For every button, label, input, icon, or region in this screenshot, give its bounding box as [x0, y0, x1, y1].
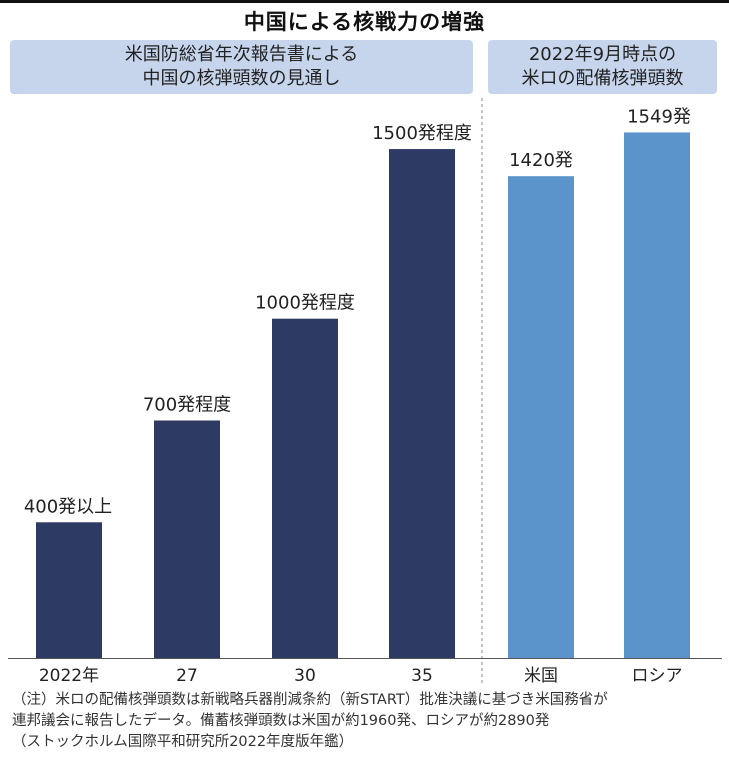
china-header-line1: 米国防総省年次報告書による — [124, 44, 359, 65]
bar-value-label: 400発以上 — [24, 496, 112, 517]
chart-title: 中国による核戦力の増強 — [243, 10, 486, 34]
bar-china-1 — [154, 420, 220, 658]
bar-value-label: 1549発 — [627, 106, 691, 127]
category-label: ロシア — [632, 666, 683, 686]
bar-china-2 — [272, 318, 338, 658]
category-label: 27 — [176, 666, 198, 686]
bar-value-label: 1500発程度 — [372, 123, 472, 144]
bar-usrussia-1 — [624, 132, 690, 658]
category-label: 30 — [294, 666, 316, 686]
bar-value-label: 700発程度 — [143, 394, 231, 415]
footnote-line-1: （注）米ロの配備核弾頭数は新戦略兵器削減条約（新START）批准決議に基づき米国… — [12, 692, 608, 708]
bar-usrussia-0 — [508, 176, 574, 658]
category-label: 米国 — [524, 666, 558, 686]
bar-china-3 — [389, 149, 455, 659]
china-projection-header: 米国防総省年次報告書による 中国の核弾頭数の見通し — [10, 40, 473, 94]
china-header-line2: 中国の核弾頭数の見通し — [142, 68, 341, 89]
category-label: 2022年 — [39, 666, 99, 686]
us-russia-header-line2: 米ロの配備核弾頭数 — [521, 68, 684, 89]
bar-value-label: 1420発 — [509, 150, 573, 171]
top-rule — [0, 0, 729, 3]
us-russia-header-line1: 2022年9月時点の — [528, 44, 677, 65]
bar-chart: 400発以上 2022年 700発程度 27 1000発程度 30 1500発程度 35 142… — [8, 98, 722, 686]
footnote-line-2: 連邦議会に報告したデータ。備蓄核弾頭数は米国が約1960発、ロシアが約2890発 — [12, 713, 550, 729]
footnote-line-3: （ストックホルム国際平和研究所2022年度版年鑑） — [12, 734, 354, 750]
us-russia-header: 2022年9月時点の 米ロの配備核弾頭数 — [488, 40, 717, 94]
bar-value-label: 1000発程度 — [255, 293, 355, 314]
category-label: 35 — [411, 666, 433, 686]
bar-china-0 — [36, 522, 102, 658]
footnote: （注）米ロの配備核弾頭数は新戦略兵器削減条約（新START）批准決議に基づき米国… — [12, 690, 724, 753]
